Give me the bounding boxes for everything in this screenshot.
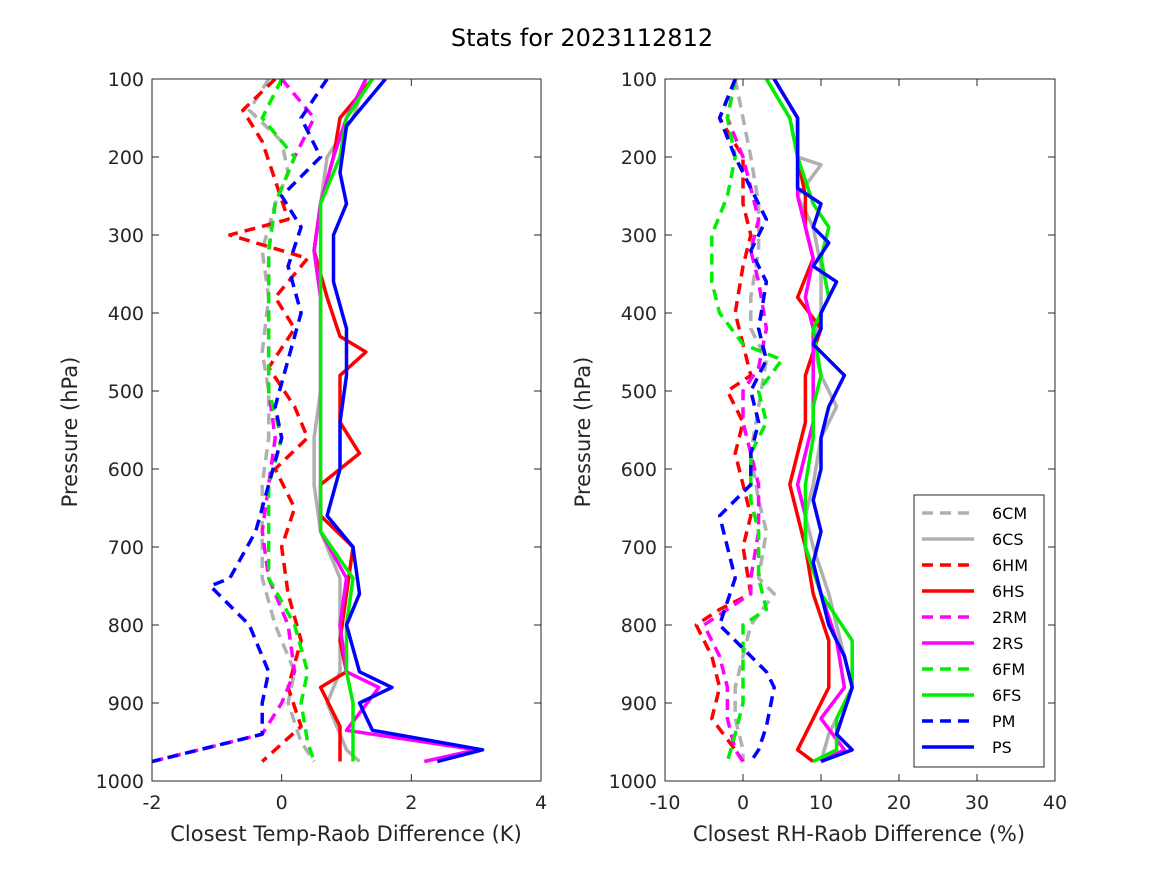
temp-xtick-label: -2 xyxy=(143,792,162,814)
rh-series-PM xyxy=(717,79,776,763)
rh-ytick-label: 200 xyxy=(621,147,657,169)
rh-ytick-label: 300 xyxy=(621,225,657,247)
temp-xtick-label: 4 xyxy=(535,792,547,814)
temp-ytick-label: 600 xyxy=(108,459,144,481)
rh-series-2RM xyxy=(702,79,769,763)
temp-ytick-label: 200 xyxy=(108,147,144,169)
temp-ytick-label: 500 xyxy=(108,381,144,403)
temp-ytick-label: 100 xyxy=(108,69,144,91)
legend-label-6FS: 6FS xyxy=(992,686,1021,705)
rh-series-6HM xyxy=(694,79,753,763)
temp-series-6FS xyxy=(318,79,374,762)
rh-xtick-label: 20 xyxy=(887,792,911,814)
rh-xtick-label: 30 xyxy=(965,792,989,814)
temp-ytick-label: 900 xyxy=(108,693,144,715)
rh-ytick-label: 600 xyxy=(621,459,657,481)
rh-series-6HS xyxy=(772,79,831,763)
rh-xtick-label: 0 xyxy=(737,792,749,814)
rh-xlabel: Closest RH-Raob Difference (%) xyxy=(693,822,1025,846)
temp-xtick-label: 0 xyxy=(276,792,288,814)
rh-series-PS xyxy=(772,79,854,764)
rh-series-6CS xyxy=(764,79,854,762)
rh-ytick-label: 400 xyxy=(621,303,657,325)
rh-ytick-label: 800 xyxy=(621,615,657,637)
legend-label-6HS: 6HS xyxy=(992,582,1024,601)
rh-xtick-label: -10 xyxy=(649,792,680,814)
rh-xtick-label: 10 xyxy=(809,792,833,814)
legend-label-2RM: 2RM xyxy=(992,608,1027,627)
rh-series-2RS xyxy=(772,79,847,764)
rh-ytick-label: 700 xyxy=(621,537,657,559)
legend-label-6HM: 6HM xyxy=(992,556,1028,575)
temp-xtick-label: 2 xyxy=(405,792,417,814)
rh-xtick-label: 40 xyxy=(1043,792,1067,814)
rh-plot: Pressure (hPa) Closest RH-Raob Differenc… xyxy=(571,69,1067,846)
legend: 6CM 6CS 6HM 6HS 2RM 2RS 6FM 6FS PM PS xyxy=(913,494,1045,768)
rh-ytick-label: 100 xyxy=(621,69,657,91)
rh-series-6FS xyxy=(764,79,854,764)
legend-box xyxy=(913,494,1045,768)
legend-label-6CS: 6CS xyxy=(992,530,1024,549)
rh-axes-box xyxy=(664,78,1056,782)
rh-ytick-label: 900 xyxy=(621,693,657,715)
temp-series-6HM xyxy=(228,79,310,763)
temp-ytick-label: 1000 xyxy=(96,771,144,793)
temp-xlabel: Closest Temp-Raob Difference (K) xyxy=(170,822,522,846)
rh-series-6FM xyxy=(710,79,784,762)
legend-label-6FM: 6FM xyxy=(992,660,1025,679)
temp-ylabel: Pressure (hPa) xyxy=(58,357,82,508)
legend-label-PS: PS xyxy=(992,738,1012,757)
temp-series-PM xyxy=(152,79,329,764)
temp-series-6CM xyxy=(247,79,316,763)
rh-ytick-label: 500 xyxy=(621,381,657,403)
temp-ytick-label: 800 xyxy=(108,615,144,637)
figure-title: Stats for 2023112812 xyxy=(451,24,713,52)
temp-plot: Pressure (hPa) Closest Temp-Raob Differe… xyxy=(58,69,547,846)
legend-label-PM: PM xyxy=(992,712,1015,731)
temp-ytick-label: 300 xyxy=(108,225,144,247)
temp-axes-box xyxy=(151,78,542,782)
legend-label-6CM: 6CM xyxy=(992,504,1027,523)
temp-ytick-label: 700 xyxy=(108,537,144,559)
rh-ytick-label: 1000 xyxy=(609,771,657,793)
rh-ylabel: Pressure (hPa) xyxy=(571,357,595,508)
temp-ytick-label: 400 xyxy=(108,303,144,325)
temp-series-PS xyxy=(325,79,485,764)
legend-label-2RS: 2RS xyxy=(992,634,1023,653)
temp-series-6CS xyxy=(312,79,368,763)
rh-series-6CM xyxy=(733,79,776,762)
